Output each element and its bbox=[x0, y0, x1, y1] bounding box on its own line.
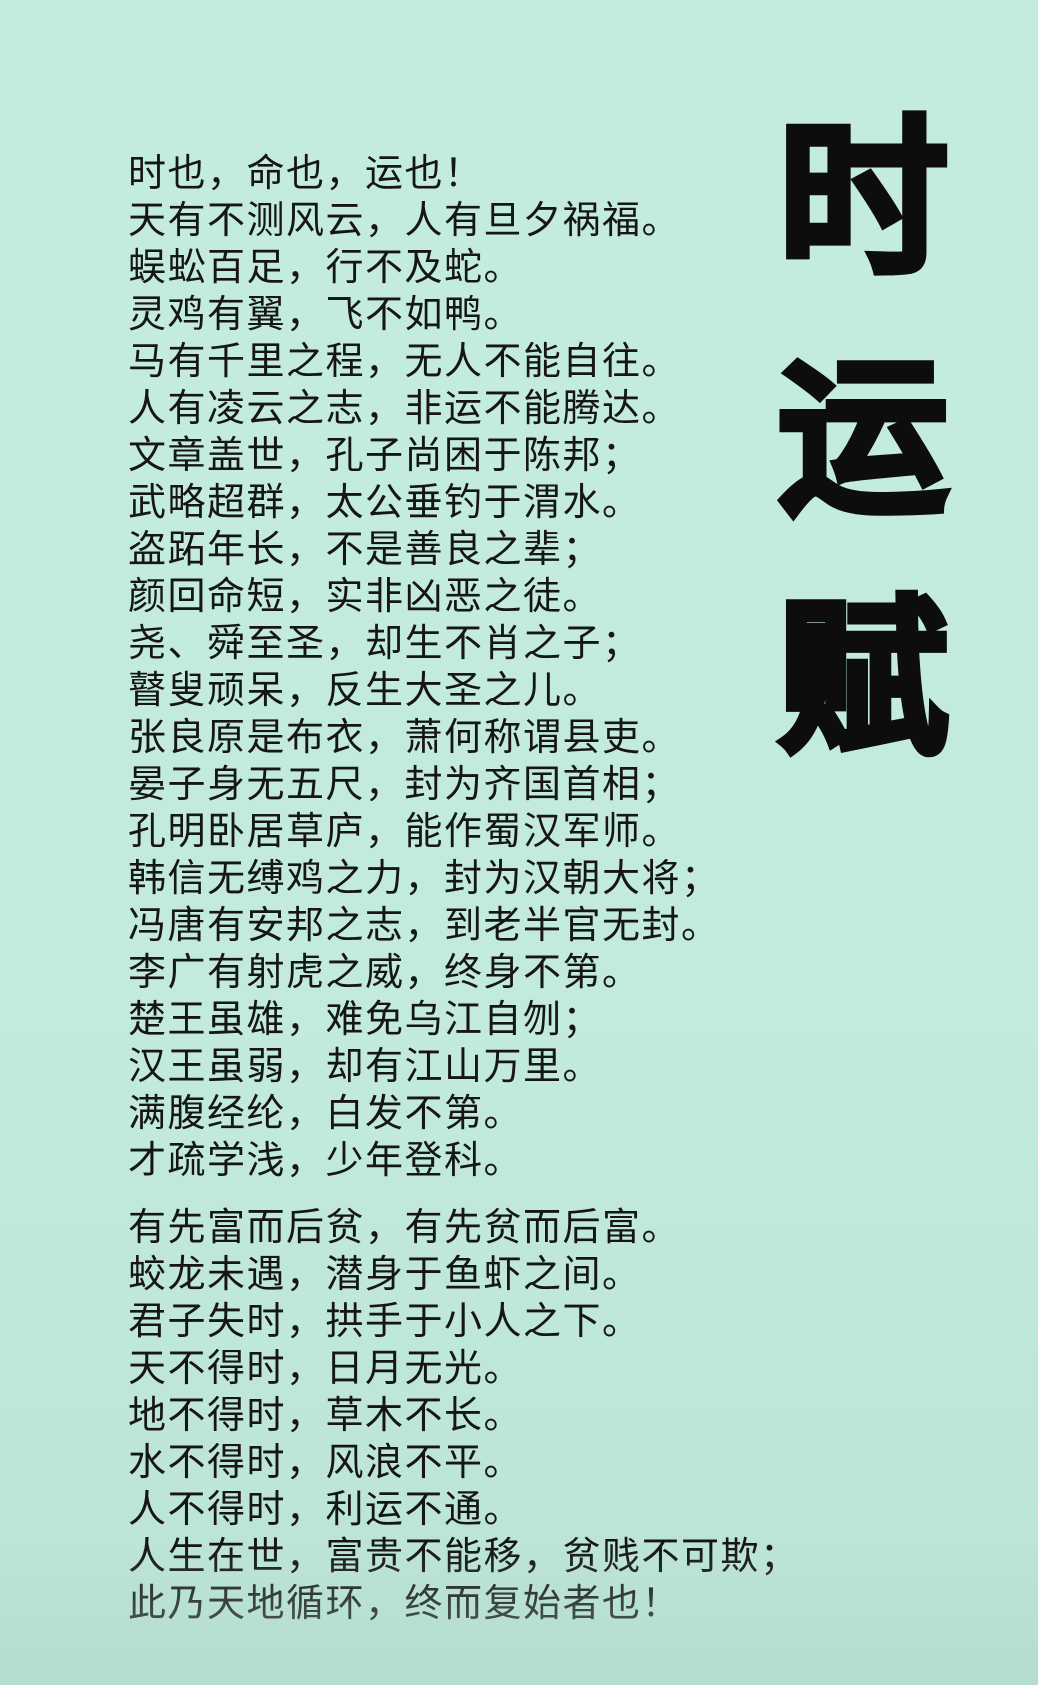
title-char-2: 运 bbox=[775, 338, 951, 542]
poem-line: 马有千里之程，无人不能自往。 bbox=[128, 339, 682, 383]
poem-line: 李广有射虎之威，终身不第。 bbox=[128, 950, 642, 994]
poem-line: 武略超群，太公垂钓于渭水。 bbox=[128, 480, 642, 524]
poem-line: 韩信无缚鸡之力，封为汉朝大将； bbox=[128, 856, 721, 900]
title-char-3: 赋 bbox=[775, 578, 951, 782]
poem-line: 文章盖世，孔子尚困于陈邦； bbox=[128, 433, 642, 477]
poem-line: 此乃天地循环，终而复始者也！ bbox=[128, 1581, 682, 1625]
poem-line: 张良原是布衣，萧何称谓县吏。 bbox=[128, 715, 682, 759]
poem-line: 冯唐有安邦之志，到老半官无封。 bbox=[128, 903, 721, 947]
document-title: 时 运 赋 bbox=[775, 80, 951, 800]
poem-line: 楚王虽雄，难免乌江自刎； bbox=[128, 997, 603, 1041]
poem-line: 灵鸡有翼，飞不如鸭。 bbox=[128, 292, 524, 336]
poem-line: 君子失时，拱手于小人之下。 bbox=[128, 1299, 642, 1343]
poem-line: 才疏学浅，少年登科。 bbox=[128, 1138, 524, 1182]
title-char-1: 时 bbox=[775, 98, 951, 302]
poem-line: 尧、舜至圣，却生不肖之子； bbox=[128, 621, 642, 665]
poem-line: 盗跖年长，不是善良之辈； bbox=[128, 527, 603, 571]
poem-body: 时也，命也，运也！ 天有不测风云，人有旦夕祸福。 蜈蚣百足，行不及蛇。 灵鸡有翼… bbox=[128, 150, 828, 1627]
poem-line: 人有凌云之志，非运不能腾达。 bbox=[128, 386, 682, 430]
poem-line: 时也，命也，运也！ bbox=[128, 151, 484, 195]
poem-line: 人不得时，利运不通。 bbox=[128, 1487, 524, 1531]
poem-line: 蜈蚣百足，行不及蛇。 bbox=[128, 245, 524, 289]
poem-line: 颜回命短，实非凶恶之徒。 bbox=[128, 574, 603, 618]
poem-line: 晏子身无五尺，封为齐国首相； bbox=[128, 762, 682, 806]
poem-line: 汉王虽弱，却有江山万里。 bbox=[128, 1044, 603, 1088]
poem-line: 天不得时，日月无光。 bbox=[128, 1346, 524, 1390]
poem-stanza-1: 时也，命也，运也！ 天有不测风云，人有旦夕祸福。 蜈蚣百足，行不及蛇。 灵鸡有翼… bbox=[128, 150, 828, 1184]
poem-line: 人生在世，富贵不能移，贫贱不可欺； bbox=[128, 1534, 800, 1578]
poem-line: 瞽叟顽呆，反生大圣之儿。 bbox=[128, 668, 603, 712]
poem-line: 水不得时，风浪不平。 bbox=[128, 1440, 524, 1484]
poem-line: 天有不测风云，人有旦夕祸福。 bbox=[128, 198, 682, 242]
poem-line: 蛟龙未遇，潜身于鱼虾之间。 bbox=[128, 1252, 642, 1296]
poem-line: 满腹经纶，白发不第。 bbox=[128, 1091, 524, 1135]
poem-line: 地不得时，草木不长。 bbox=[128, 1393, 524, 1437]
poem-line: 有先富而后贫，有先贫而后富。 bbox=[128, 1205, 682, 1249]
poem-stanza-2: 有先富而后贫，有先贫而后富。 蛟龙未遇，潜身于鱼虾之间。 君子失时，拱手于小人之… bbox=[128, 1204, 828, 1627]
poem-line: 孔明卧居草庐，能作蜀汉军师。 bbox=[128, 809, 682, 853]
